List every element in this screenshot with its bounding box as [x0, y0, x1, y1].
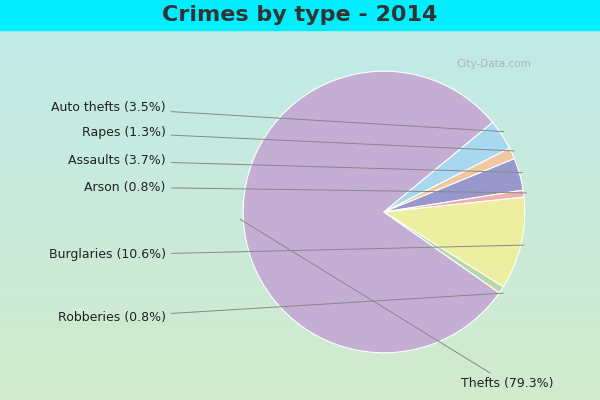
- Text: Burglaries (10.6%): Burglaries (10.6%): [49, 245, 524, 261]
- Text: Thefts (79.3%): Thefts (79.3%): [240, 219, 554, 390]
- Wedge shape: [384, 197, 525, 287]
- Text: City-Data.com: City-Data.com: [456, 59, 531, 69]
- Text: Assaults (3.7%): Assaults (3.7%): [68, 154, 522, 172]
- Wedge shape: [243, 71, 499, 353]
- Text: Crimes by type - 2014: Crimes by type - 2014: [163, 5, 437, 25]
- Wedge shape: [384, 212, 503, 293]
- Text: Arson (0.8%): Arson (0.8%): [85, 181, 526, 194]
- Wedge shape: [384, 122, 509, 212]
- Wedge shape: [384, 159, 523, 212]
- Text: Robberies (0.8%): Robberies (0.8%): [58, 293, 503, 324]
- Wedge shape: [384, 148, 514, 212]
- Text: Auto thefts (3.5%): Auto thefts (3.5%): [51, 101, 504, 132]
- Bar: [0, 0, 600, 30]
- Text: Rapes (1.3%): Rapes (1.3%): [82, 126, 514, 151]
- Wedge shape: [384, 190, 524, 212]
